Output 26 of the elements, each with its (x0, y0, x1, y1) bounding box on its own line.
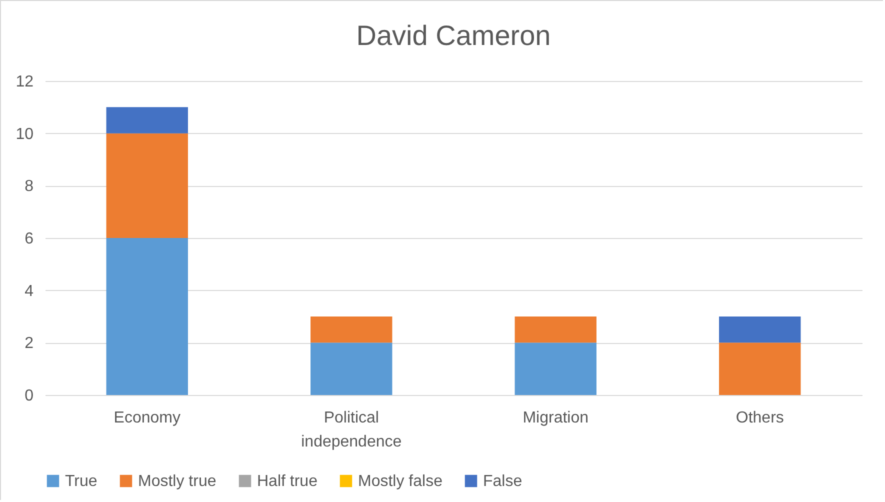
bar (106, 133, 188, 238)
bar (106, 107, 188, 134)
y-tick-label: 6 (24, 230, 34, 248)
legend-label: Half true (257, 473, 318, 490)
bar (719, 342, 801, 395)
bar (514, 316, 596, 343)
legend-label: Mostly true (138, 473, 216, 490)
chart-title: David Cameron (356, 20, 551, 51)
y-tick-label: 12 (16, 74, 34, 90)
y-tick-label: 2 (24, 335, 34, 352)
bar (310, 316, 392, 343)
legend-label: False (483, 473, 522, 490)
legend-label: True (65, 473, 98, 490)
bar (719, 316, 801, 343)
x-tick-label: Others (736, 410, 784, 426)
y-tick-label: 8 (24, 178, 34, 196)
x-tick-label: Political independence (301, 410, 402, 450)
y-tick-label: 10 (16, 126, 34, 143)
y-tick-label: 0 (24, 388, 34, 404)
legend-label: Mostly false (358, 473, 443, 490)
bar (514, 342, 596, 395)
bar (106, 238, 188, 395)
x-tick-label: Economy (114, 410, 180, 426)
bar (310, 342, 392, 395)
x-tick-label: Migration (522, 410, 589, 426)
y-tick-label: 4 (24, 282, 34, 300)
